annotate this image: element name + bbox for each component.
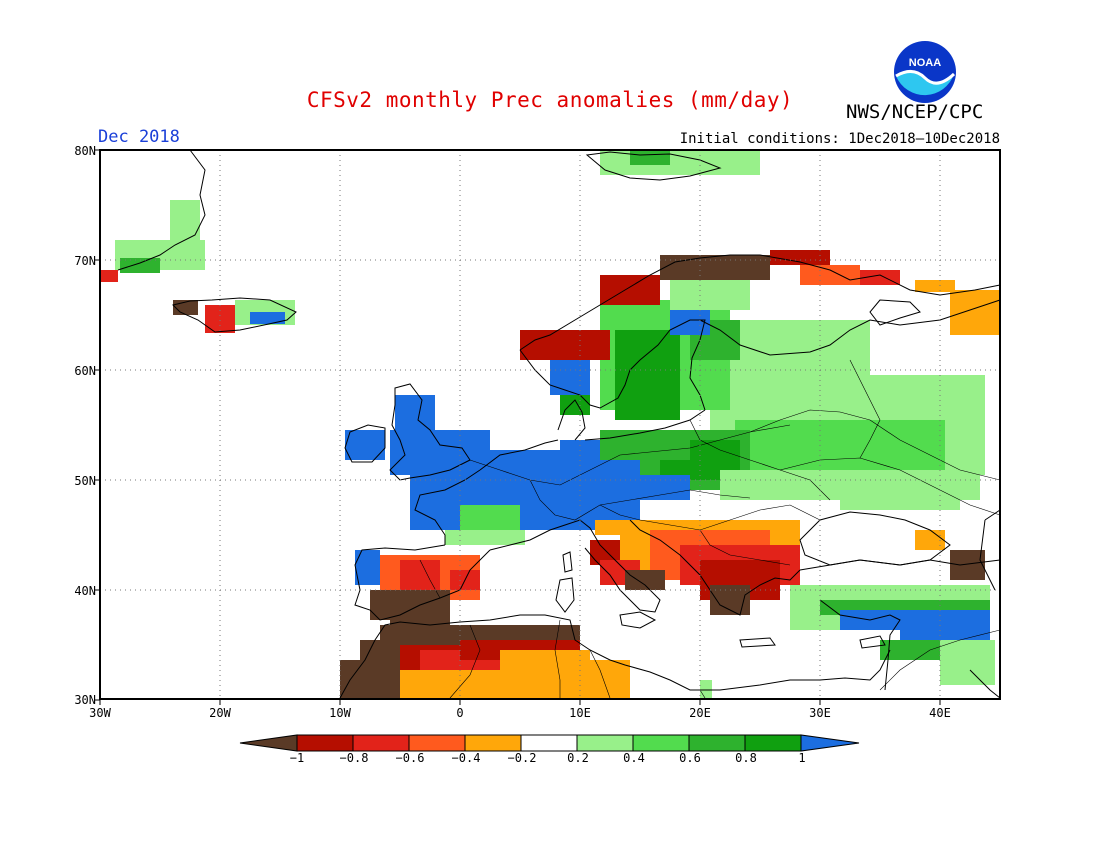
colorbar-swatch: [352, 734, 410, 752]
colorbar-swatch: [688, 734, 746, 752]
anomaly-region: [615, 330, 680, 420]
anomaly-region: [550, 360, 590, 395]
lon-label-30w: 30W: [89, 706, 111, 720]
lat-label-80n: 80N: [74, 144, 96, 158]
anomaly-region: [630, 150, 670, 165]
anomaly-region: [940, 640, 995, 685]
anomaly-region: [670, 280, 750, 310]
anomaly-region: [445, 530, 525, 545]
anomaly-cells: [100, 150, 1000, 698]
anomaly-region: [580, 660, 630, 680]
anomaly-region: [120, 258, 160, 273]
anomaly-region: [355, 550, 380, 585]
lon-label-40e: 40E: [929, 706, 951, 720]
colorbar-label: 0.8: [735, 751, 757, 765]
lon-label-10e: 10E: [569, 706, 591, 720]
logo: NOAA: [893, 40, 957, 104]
graticule: [100, 150, 1000, 699]
anomaly-region: [915, 530, 945, 550]
lon-label-0: 0: [456, 706, 464, 720]
colorbar-label: −0.8: [339, 751, 369, 765]
lat-label-50n: 50N: [74, 474, 96, 488]
axis-ticks: [94, 149, 941, 705]
anomaly-region: [595, 520, 620, 535]
colorbar-swatch: [408, 734, 466, 752]
month-label: Dec 2018: [98, 127, 180, 147]
anomaly-region: [915, 280, 955, 292]
anomaly-region: [600, 275, 660, 305]
anomaly-region: [670, 310, 710, 335]
colorbar-label: −1: [289, 751, 305, 765]
map-frame: [99, 149, 1001, 700]
colorbar-swatch: [520, 734, 578, 752]
anomaly-region: [660, 255, 770, 280]
anomaly-region: [770, 250, 830, 265]
lat-label-40n: 40N: [74, 584, 96, 598]
colorbar-swatch: [576, 734, 634, 752]
anomaly-region: [700, 680, 712, 698]
anomaly-region: [170, 200, 200, 240]
anomaly-region: [640, 475, 690, 500]
anomaly-region: [860, 270, 900, 285]
lat-label-60n: 60N: [74, 364, 96, 378]
anomaly-region: [625, 570, 665, 590]
colorbar-swatch: [744, 734, 802, 752]
lon-label-10w: 10W: [329, 706, 351, 720]
anomaly-region: [400, 560, 440, 590]
borders: [419, 359, 1001, 699]
colorbar-label: 0.2: [567, 751, 589, 765]
anomaly-region: [600, 430, 690, 460]
colorbar: [239, 734, 860, 752]
anomaly-region: [800, 390, 980, 420]
logo-text: NOAA: [909, 57, 941, 69]
anomaly-region: [100, 270, 118, 282]
colorbar-arrow-high: [800, 734, 860, 752]
lon-label-20w: 20W: [209, 706, 231, 720]
anomaly-region: [345, 430, 385, 460]
anomaly-region: [520, 330, 610, 360]
anomaly-region: [205, 305, 235, 333]
lon-label-20e: 20E: [689, 706, 711, 720]
anomaly-region: [500, 650, 590, 675]
map-title: CFSv2 monthly Prec anomalies (mm/day): [306, 88, 794, 112]
colorbar-arrow-low: [239, 734, 298, 752]
colorbar-label: 1: [798, 751, 806, 765]
colorbar-label: −0.2: [507, 751, 537, 765]
colorbar-label: −0.6: [395, 751, 425, 765]
anomaly-region: [950, 290, 1000, 335]
colorbar-swatch: [296, 734, 354, 752]
anomaly-region: [560, 395, 590, 415]
anomaly-region: [800, 265, 860, 285]
colorbar-label: −0.4: [451, 751, 481, 765]
anomaly-region: [950, 550, 985, 580]
lat-label-70n: 70N: [74, 254, 96, 268]
lat-label-30n: 30N: [74, 693, 96, 707]
anomaly-region: [250, 312, 285, 324]
colorbar-label: 0.4: [623, 751, 645, 765]
initial-conditions: Initial conditions: 1Dec2018—10Dec2018: [679, 131, 1000, 147]
colorbar-swatch: [464, 734, 522, 752]
colorbar-label: 0.6: [679, 751, 701, 765]
anomaly-region: [840, 490, 960, 510]
lon-label-30e: 30E: [809, 706, 831, 720]
anomaly-region: [340, 660, 400, 698]
agency-label: NWS/NCEP/CPC: [846, 101, 984, 123]
colorbar-swatch: [632, 734, 690, 752]
anomaly-region: [880, 640, 940, 660]
